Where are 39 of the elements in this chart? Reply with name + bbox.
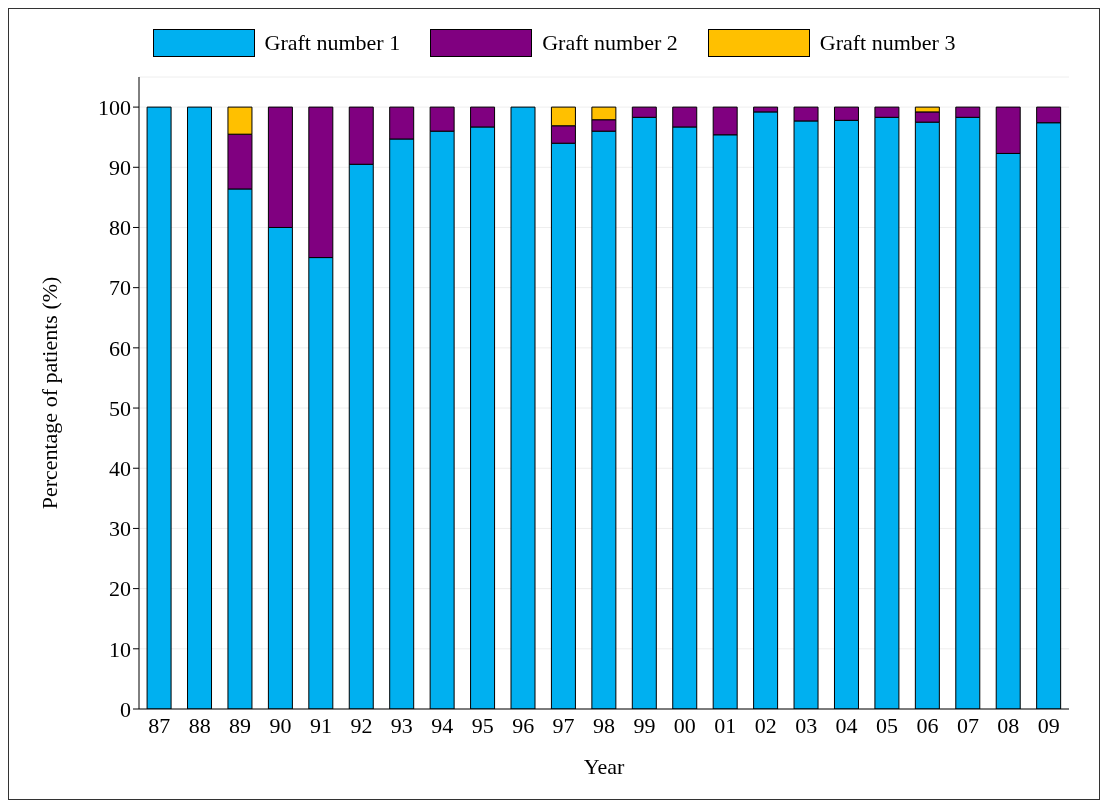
x-tick-label: 90 <box>269 712 292 738</box>
legend-label: Graft number 1 <box>264 30 401 56</box>
y-tick-label: 100 <box>98 94 131 120</box>
x-tick-label: 00 <box>673 712 696 738</box>
x-axis-title: Year <box>583 754 625 779</box>
x-tick-label: 03 <box>795 712 818 738</box>
x-tick-label: 05 <box>876 712 899 738</box>
y-axis-title: Percentage of patients (%) <box>36 276 62 510</box>
x-tick-label: 92 <box>350 712 373 738</box>
x-tick-label: 88 <box>188 712 211 738</box>
y-tick-label: 20 <box>109 576 131 602</box>
x-tick-label: 02 <box>754 712 777 738</box>
x-tick-label: 91 <box>309 712 332 738</box>
x-tick-label: 94 <box>431 712 454 738</box>
x-tick-label: 95 <box>471 712 494 738</box>
y-tick-label: 10 <box>109 636 131 662</box>
x-tick-label: 01 <box>714 712 737 738</box>
y-tick-label: 80 <box>109 215 131 241</box>
x-tick-label: 98 <box>593 712 615 738</box>
y-tick-label: 90 <box>109 155 131 181</box>
x-tick-label: 87 <box>148 712 171 738</box>
x-tick-label: 07 <box>956 712 979 738</box>
y-tick-label: 50 <box>109 395 131 421</box>
y-tick-label: 30 <box>109 516 131 542</box>
x-tick-label: 89 <box>229 712 252 738</box>
y-tick-label: 70 <box>109 275 131 301</box>
x-tick-label: 06 <box>916 712 939 738</box>
x-tick-label: 97 <box>552 712 575 738</box>
legend-label: Graft number 2 <box>542 30 678 56</box>
x-tick-label: 04 <box>835 712 858 738</box>
x-tick-label: 99 <box>633 712 656 738</box>
legend-label: Graft number 3 <box>819 30 956 56</box>
x-tick-label: 09 <box>1037 712 1060 738</box>
x-tick-label: 96 <box>512 712 535 738</box>
x-tick-label: 08 <box>997 712 1020 738</box>
y-tick-label: 0 <box>120 696 131 722</box>
y-tick-label: 40 <box>109 456 131 482</box>
y-tick-label: 60 <box>109 335 131 361</box>
x-tick-label: 93 <box>390 712 413 738</box>
